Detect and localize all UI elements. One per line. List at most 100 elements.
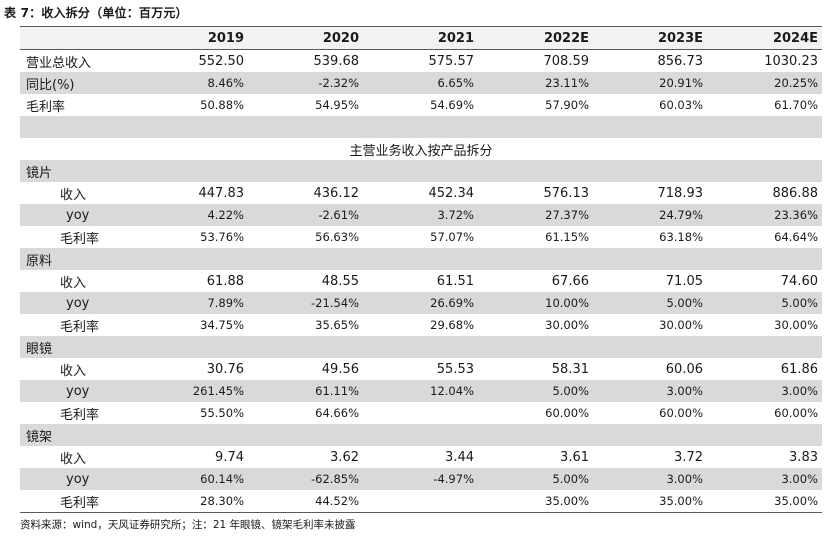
value-cell: 35.00% bbox=[593, 490, 707, 513]
spacer-row bbox=[20, 116, 822, 138]
year-header-cell: 2022E bbox=[478, 26, 593, 50]
empty-cell bbox=[478, 424, 593, 446]
group-data-row: 毛利率 55.50% 64.66% 60.00% 60.00% 60.00% bbox=[20, 402, 822, 424]
empty-cell bbox=[707, 248, 822, 270]
empty-cell bbox=[478, 248, 593, 270]
group-data-row: 收入 61.88 48.55 61.51 67.66 71.05 74.60 bbox=[20, 270, 822, 292]
value-cell: 50.88% bbox=[138, 94, 248, 116]
year-header-cell: 2021 bbox=[363, 26, 478, 50]
value-cell: 44.52% bbox=[248, 490, 363, 513]
group-name: 眼镜 bbox=[20, 336, 138, 358]
value-cell: 23.11% bbox=[478, 72, 593, 94]
empty-cell bbox=[248, 424, 363, 446]
header-corner-cell bbox=[20, 26, 138, 50]
value-cell: 26.69% bbox=[363, 292, 478, 314]
value-cell: 3.72 bbox=[593, 446, 707, 468]
value-cell: 60.14% bbox=[138, 468, 248, 490]
value-cell: 53.76% bbox=[138, 226, 248, 248]
value-cell: 74.60 bbox=[707, 270, 822, 292]
group-header-row: 原料 bbox=[20, 248, 822, 270]
value-cell: 539.68 bbox=[248, 49, 363, 72]
empty-cell bbox=[363, 160, 478, 182]
value-cell: 61.15% bbox=[478, 226, 593, 248]
group-data-row: 毛利率 53.76% 56.63% 57.07% 61.15% 63.18% 64.64% bbox=[20, 226, 822, 248]
row-label: 毛利率 bbox=[20, 402, 138, 424]
value-cell: 63.18% bbox=[593, 226, 707, 248]
group-data-row: 毛利率 28.30% 44.52% 35.00% 35.00% 35.00% bbox=[20, 490, 822, 513]
value-cell: 49.56 bbox=[248, 358, 363, 380]
empty-cell bbox=[138, 424, 248, 446]
value-cell: 61.70% bbox=[707, 94, 822, 116]
empty-cell bbox=[593, 248, 707, 270]
value-cell: 1030.23 bbox=[707, 49, 822, 72]
value-cell bbox=[363, 490, 478, 513]
row-label: 毛利率 bbox=[20, 226, 138, 248]
value-cell: 3.62 bbox=[248, 446, 363, 468]
summary-row: 营业总收入 552.50 539.68 575.57 708.59 856.73 1030.… bbox=[20, 49, 822, 72]
row-label: 毛利率 bbox=[20, 94, 138, 116]
empty-cell bbox=[248, 336, 363, 358]
value-cell: 55.50% bbox=[138, 402, 248, 424]
empty-cell bbox=[707, 160, 822, 182]
value-cell: -2.32% bbox=[248, 72, 363, 94]
value-cell: 61.11% bbox=[248, 380, 363, 402]
row-label: yoy bbox=[20, 204, 138, 226]
value-cell: 58.31 bbox=[478, 358, 593, 380]
value-cell: 12.04% bbox=[363, 380, 478, 402]
empty-cell bbox=[363, 248, 478, 270]
row-label: 收入 bbox=[20, 358, 138, 380]
group-header-row: 眼镜 bbox=[20, 336, 822, 358]
value-cell: 9.74 bbox=[138, 446, 248, 468]
group-data-row: yoy 7.89% -21.54% 26.69% 10.00% 5.00% 5.00% bbox=[20, 292, 822, 314]
row-label: 营业总收入 bbox=[20, 49, 138, 72]
group-data-row: 收入 9.74 3.62 3.44 3.61 3.72 3.83 bbox=[20, 446, 822, 468]
value-cell: 35.00% bbox=[707, 490, 822, 513]
value-cell: 3.00% bbox=[707, 380, 822, 402]
empty-cell bbox=[707, 336, 822, 358]
value-cell: 552.50 bbox=[138, 49, 248, 72]
value-cell: 576.13 bbox=[478, 182, 593, 204]
group-data-row: 收入 30.76 49.56 55.53 58.31 60.06 61.86 bbox=[20, 358, 822, 380]
value-cell: 54.95% bbox=[248, 94, 363, 116]
empty-cell bbox=[138, 248, 248, 270]
value-cell: 30.00% bbox=[707, 314, 822, 336]
group-name: 镜片 bbox=[20, 160, 138, 182]
value-cell: 61.86 bbox=[707, 358, 822, 380]
group-data-row: 毛利率 34.75% 35.65% 29.68% 30.00% 30.00% 30.00% bbox=[20, 314, 822, 336]
value-cell: 8.46% bbox=[138, 72, 248, 94]
value-cell: 856.73 bbox=[593, 49, 707, 72]
value-cell: 3.83 bbox=[707, 446, 822, 468]
row-label: 收入 bbox=[20, 182, 138, 204]
value-cell: 5.00% bbox=[478, 468, 593, 490]
value-cell: 3.00% bbox=[593, 380, 707, 402]
value-cell: 3.72% bbox=[363, 204, 478, 226]
spacer-cell bbox=[20, 116, 822, 138]
value-cell: 29.68% bbox=[363, 314, 478, 336]
group-header-row: 镜架 bbox=[20, 424, 822, 446]
empty-cell bbox=[138, 160, 248, 182]
empty-cell bbox=[478, 160, 593, 182]
value-cell: 34.75% bbox=[138, 314, 248, 336]
group-data-row: yoy 4.22% -2.61% 3.72% 27.37% 24.79% 23.36% bbox=[20, 204, 822, 226]
value-cell: 20.25% bbox=[707, 72, 822, 94]
empty-cell bbox=[593, 160, 707, 182]
empty-cell bbox=[248, 248, 363, 270]
value-cell: 57.07% bbox=[363, 226, 478, 248]
value-cell: 71.05 bbox=[593, 270, 707, 292]
value-cell: 3.00% bbox=[707, 468, 822, 490]
value-cell: 30.00% bbox=[593, 314, 707, 336]
row-label: 收入 bbox=[20, 446, 138, 468]
year-header-cell: 2023E bbox=[593, 26, 707, 50]
value-cell: 30.00% bbox=[478, 314, 593, 336]
row-label: yoy bbox=[20, 380, 138, 402]
year-header-cell: 2020 bbox=[248, 26, 363, 50]
value-cell: 64.64% bbox=[707, 226, 822, 248]
group-data-row: 收入 447.83 436.12 452.34 576.13 718.93 886.88 bbox=[20, 182, 822, 204]
value-cell: 60.03% bbox=[593, 94, 707, 116]
value-cell: 10.00% bbox=[478, 292, 593, 314]
value-cell: 3.44 bbox=[363, 446, 478, 468]
row-label: 收入 bbox=[20, 270, 138, 292]
empty-cell bbox=[478, 336, 593, 358]
value-cell: 708.59 bbox=[478, 49, 593, 72]
value-cell: 67.66 bbox=[478, 270, 593, 292]
